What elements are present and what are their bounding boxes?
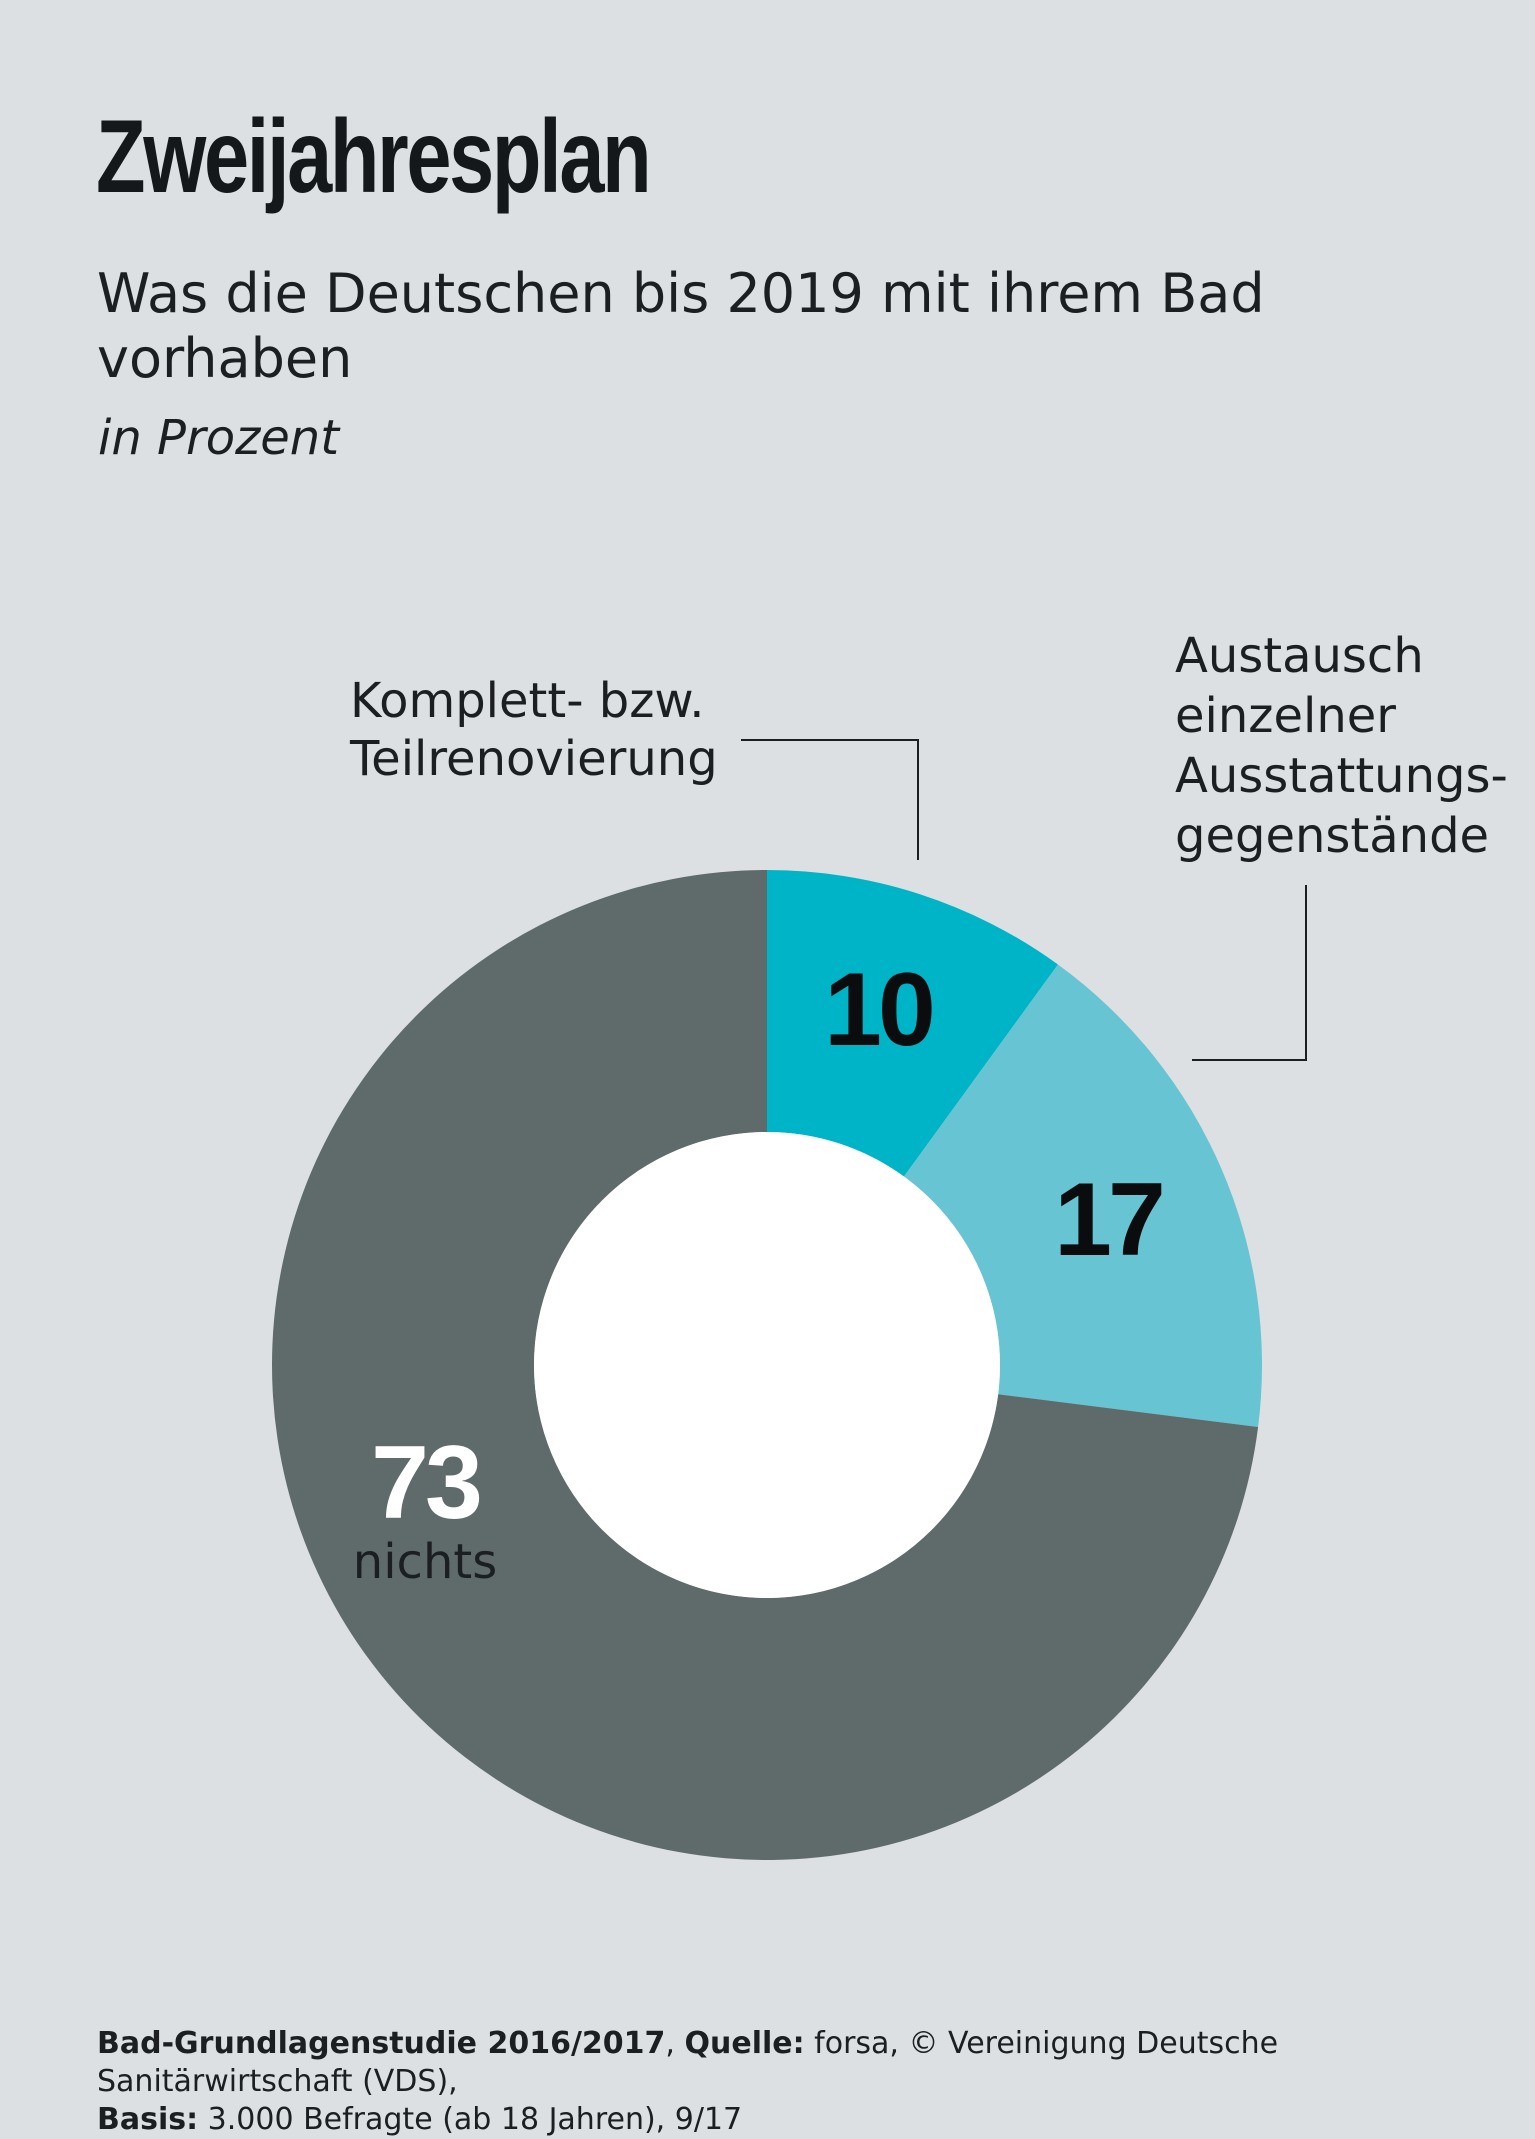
- slice-renovation: [767, 870, 1058, 1177]
- callout-replacement-line-2: einzelner: [1175, 688, 1396, 744]
- leader-line-renovation: [741, 739, 919, 860]
- leader-line-replacement: [1192, 885, 1307, 1061]
- callout-replacement-line-3: Ausstattungs-: [1175, 748, 1508, 804]
- callout-replacement-line-1: Austausch: [1175, 628, 1424, 684]
- callout-renovation: Komplett- bzw. Teilrenovierung: [349, 673, 720, 787]
- slice-label-nothing: nichts: [353, 1534, 497, 1590]
- value-label-nothing: 73: [371, 1425, 480, 1541]
- footer-study-label: Bad-Grundlagenstudie 2016/2017: [97, 2026, 666, 2061]
- footer-basis-label: Basis:: [97, 2102, 199, 2137]
- value-label-replacement: 17: [1054, 1162, 1162, 1278]
- slice-replacement: [903, 964, 1262, 1428]
- value-label-renovation: 10: [824, 952, 932, 1068]
- callout-renovation-line-1: Komplett- bzw.: [350, 673, 705, 729]
- donut-slices: [272, 870, 1262, 1860]
- callout-renovation-line-2: Teilrenovierung: [349, 731, 718, 787]
- unit-label: in Prozent: [98, 410, 340, 466]
- footer-source-text: forsa, © Vereinigung Deutsche Sanitärwir…: [97, 2026, 1279, 2099]
- chart-subtitle: Was die Deutschen bis 2019 mit ihrem Bad…: [97, 262, 1265, 390]
- donut-hole: [534, 1132, 1000, 1598]
- source-footer: Bad-Grundlagenstudie 2016/2017, Quelle: …: [97, 2026, 1279, 2137]
- callout-replacement-line-4: gegenstände: [1175, 808, 1489, 864]
- callout-replacement: Austausch einzelner Ausstattungs- gegens…: [1175, 628, 1523, 864]
- slice-nothing: [272, 870, 1259, 1860]
- footer-basis-text: 3.000 Befragte (ab 18 Jahren), 9/17: [207, 2102, 743, 2137]
- footer-source-label: Quelle:: [684, 2026, 805, 2061]
- chart-title: Zweijahresplan: [96, 99, 652, 215]
